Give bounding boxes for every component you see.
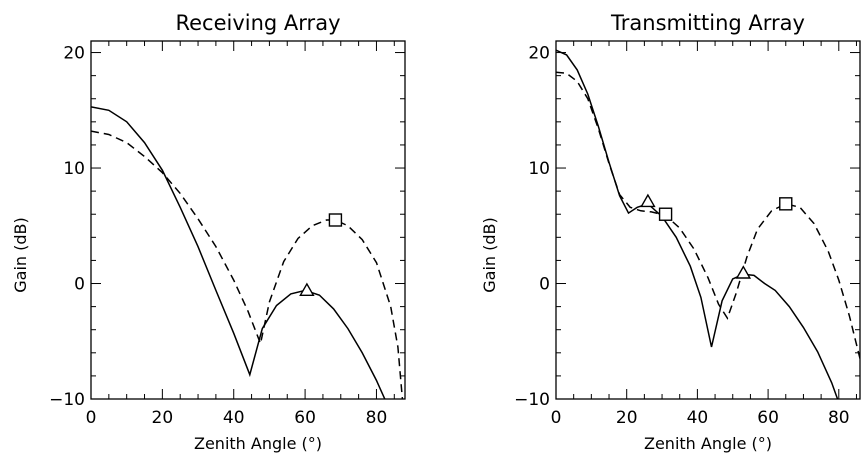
series-markers — [640, 193, 793, 279]
y-axis-label: Gain (dB) — [11, 217, 30, 293]
dashed-series-line — [91, 130, 404, 399]
y-tick-label: −10 — [49, 390, 85, 410]
y-tick-label: 0 — [74, 275, 85, 295]
x-tick-label: 0 — [86, 408, 97, 428]
triangle-marker — [735, 265, 752, 279]
solid-series-line — [91, 106, 386, 399]
solid-series-line — [556, 49, 839, 399]
triangle-marker — [640, 193, 656, 208]
y-tick-label: 20 — [63, 44, 85, 64]
panel-receiving-array: Receiving Array Zenith Angle (°) Gain (d… — [11, 11, 406, 453]
square-marker — [779, 197, 793, 211]
x-tick-label: 0 — [551, 408, 562, 428]
y-tick-label: −10 — [514, 390, 550, 410]
x-tick-label: 60 — [294, 408, 316, 428]
panel-transmitting-array: Transmitting Array Zenith Angle (°) Gain… — [480, 11, 861, 453]
axis-ticks — [555, 41, 860, 400]
x-tick-label: 40 — [223, 408, 245, 428]
y-axis-label: Gain (dB) — [480, 217, 499, 293]
plot-frame — [90, 40, 406, 400]
series-markers — [299, 213, 343, 297]
chart-title: Transmitting Array — [610, 11, 805, 35]
triangle-marker — [299, 282, 315, 297]
chart-title: Receiving Array — [175, 11, 340, 35]
x-tick-label: 80 — [366, 408, 388, 428]
x-axis-label: Zenith Angle (°) — [644, 434, 772, 453]
x-axis-label: Zenith Angle (°) — [194, 434, 322, 453]
x-tick-label: 20 — [152, 408, 174, 428]
y-tick-label: 10 — [528, 159, 550, 179]
y-tick-label: 20 — [528, 44, 550, 64]
series-lines — [91, 106, 404, 399]
dashed-series-line — [556, 71, 860, 359]
plot-frame — [555, 40, 861, 400]
y-tick-label: 10 — [63, 159, 85, 179]
series-lines — [556, 49, 860, 399]
y-tick-label: 0 — [539, 275, 550, 295]
x-tick-label: 40 — [687, 408, 709, 428]
x-tick-label: 80 — [828, 408, 850, 428]
x-tick-label: 20 — [616, 408, 638, 428]
square-marker — [328, 213, 343, 227]
square-marker — [658, 207, 673, 221]
x-tick-label: 60 — [757, 408, 779, 428]
